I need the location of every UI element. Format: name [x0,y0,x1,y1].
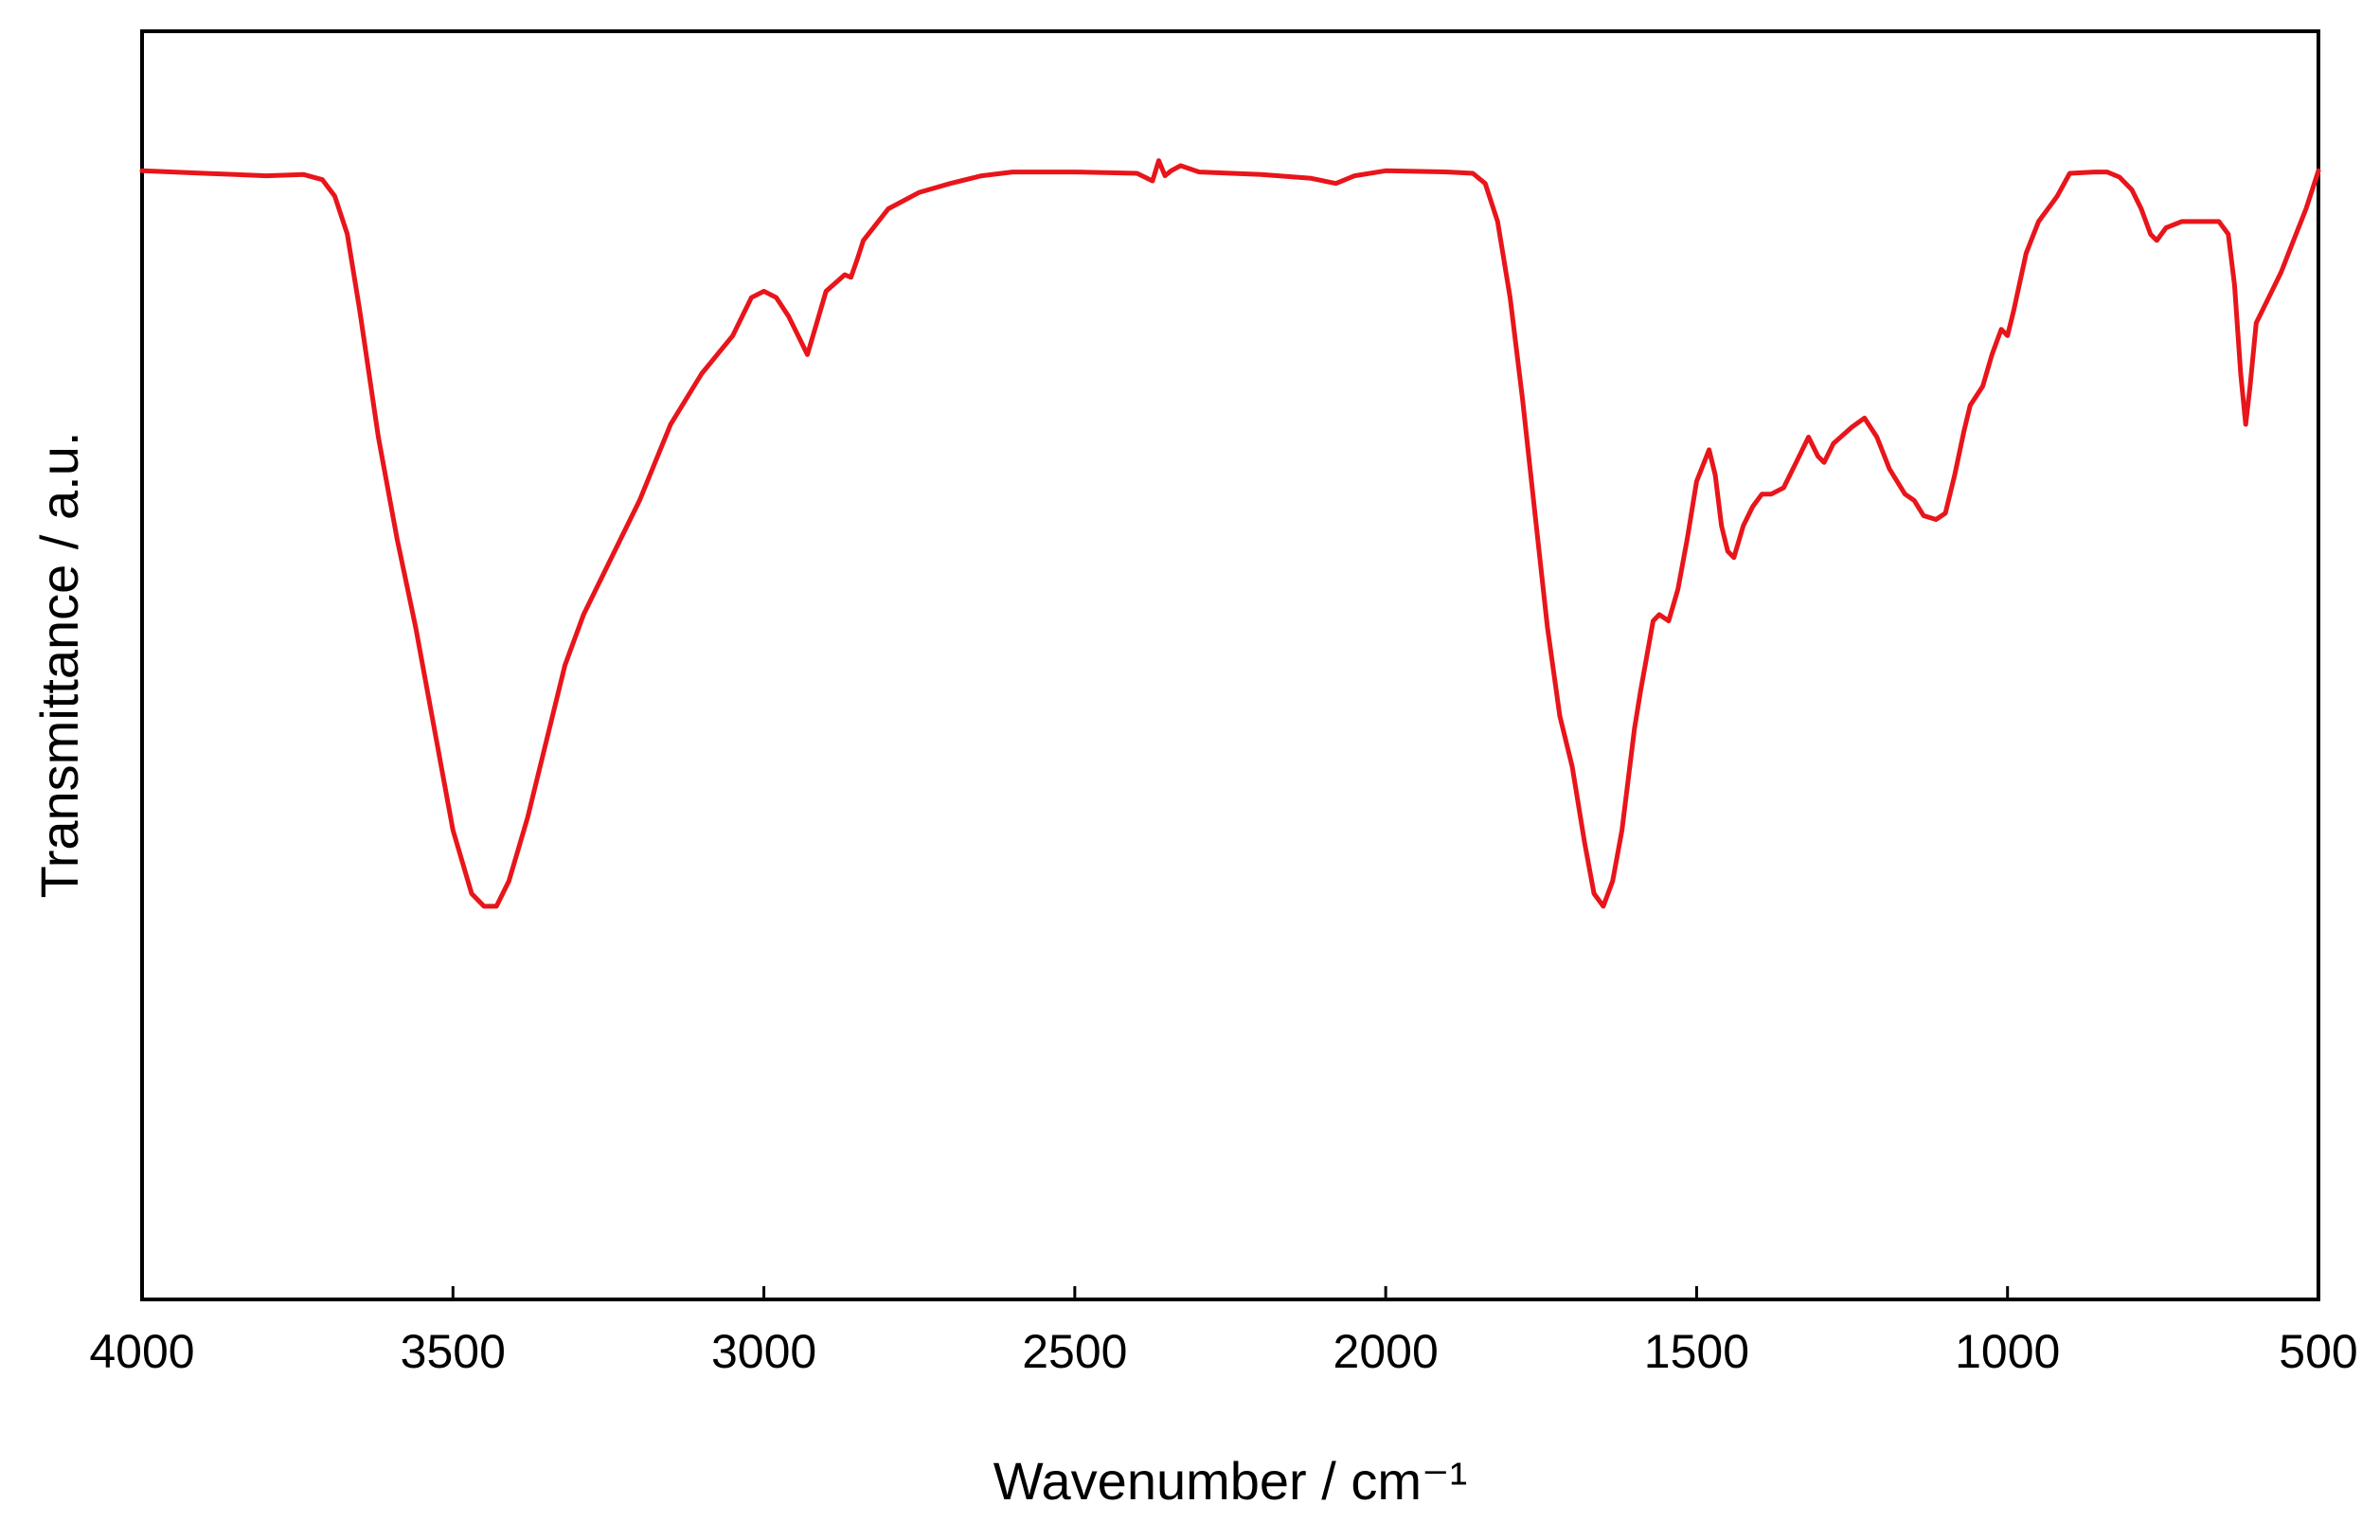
x-tick-label-4000: 4000 [89,1325,194,1378]
x-tick-label-1000: 1000 [1955,1325,2060,1378]
x-tick-label-3500: 3500 [401,1325,506,1378]
x-axis-ticks [140,1286,2320,1299]
x-tick-label-3000: 3000 [711,1325,816,1378]
transmittance-series-line [139,158,2321,909]
plot-frame [140,29,2320,1301]
x-tick-label-1500: 1500 [1644,1325,1749,1378]
x-tick-label-2000: 2000 [1333,1325,1439,1378]
y-axis-label: Transmittance / a.u. [29,432,89,899]
x-tick-label-2500: 2500 [1022,1325,1127,1378]
x-axis-label: Wavenumber / cm⁻¹ [993,1451,1467,1511]
x-tick-label-500: 500 [2279,1325,2357,1378]
x-axis-tick-labels: 4000 3500 3000 2500 2000 1500 1000 500 [89,1325,2357,1378]
